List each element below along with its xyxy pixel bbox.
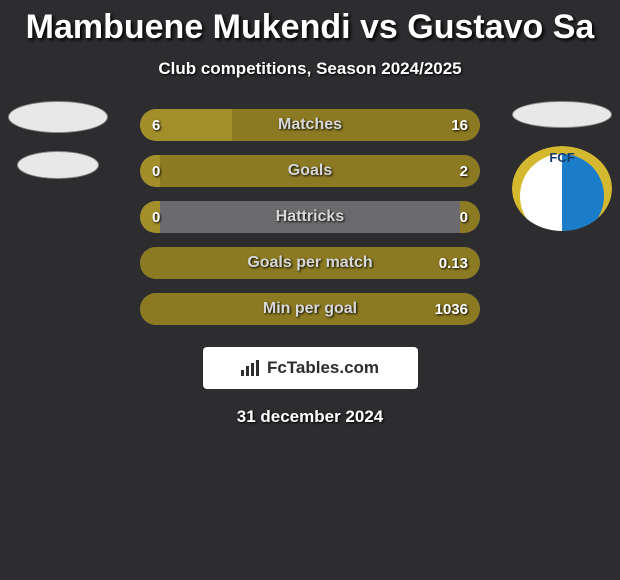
stat-row: Min per goal1036 <box>140 293 480 325</box>
stat-value-left: 6 <box>152 109 160 141</box>
stat-value-right: 2 <box>460 155 468 187</box>
stat-row: Hattricks0 0 <box>140 201 480 233</box>
subtitle: Club competitions, Season 2024/2025 <box>0 59 620 79</box>
stat-label: Goals per match <box>140 247 480 279</box>
stat-label: Matches <box>140 109 480 141</box>
stat-label: Min per goal <box>140 293 480 325</box>
stat-row: Goals per match0.13 <box>140 247 480 279</box>
branding-text: FcTables.com <box>267 358 379 378</box>
stat-row: Goals0 2 <box>140 155 480 187</box>
stat-value-left: 0 <box>152 155 160 187</box>
date-text: 31 december 2024 <box>0 407 620 427</box>
stat-label: Goals <box>140 155 480 187</box>
stat-value-right: 0.13 <box>439 247 468 279</box>
player-left-photo-placeholder <box>8 101 108 133</box>
stat-value-left: 0 <box>152 201 160 233</box>
stat-value-right: 0 <box>460 201 468 233</box>
stats-area: FCF Matches616Goals02Hattricks00Goals pe… <box>0 109 620 325</box>
bar-chart-icon <box>241 360 261 376</box>
player-right-photo-placeholder <box>512 101 612 128</box>
comparison-infographic: Mambuene Mukendi vs Gustavo Sa Club comp… <box>0 0 620 580</box>
stat-rows: Matches616Goals02Hattricks00Goals per ma… <box>140 109 480 325</box>
player-right-badges: FCF <box>512 101 612 231</box>
stat-value-right: 16 <box>451 109 468 141</box>
player-right-club-badge: FCF <box>512 146 612 231</box>
player-left-badges <box>8 101 108 231</box>
player-left-club-placeholder <box>17 151 99 179</box>
stat-value-right: 1036 <box>435 293 468 325</box>
stat-label: Hattricks <box>140 201 480 233</box>
page-title: Mambuene Mukendi vs Gustavo Sa <box>0 0 620 47</box>
club-badge-text: FCF <box>512 150 612 165</box>
stat-row: Matches6 16 <box>140 109 480 141</box>
branding-box: FcTables.com <box>203 347 418 389</box>
